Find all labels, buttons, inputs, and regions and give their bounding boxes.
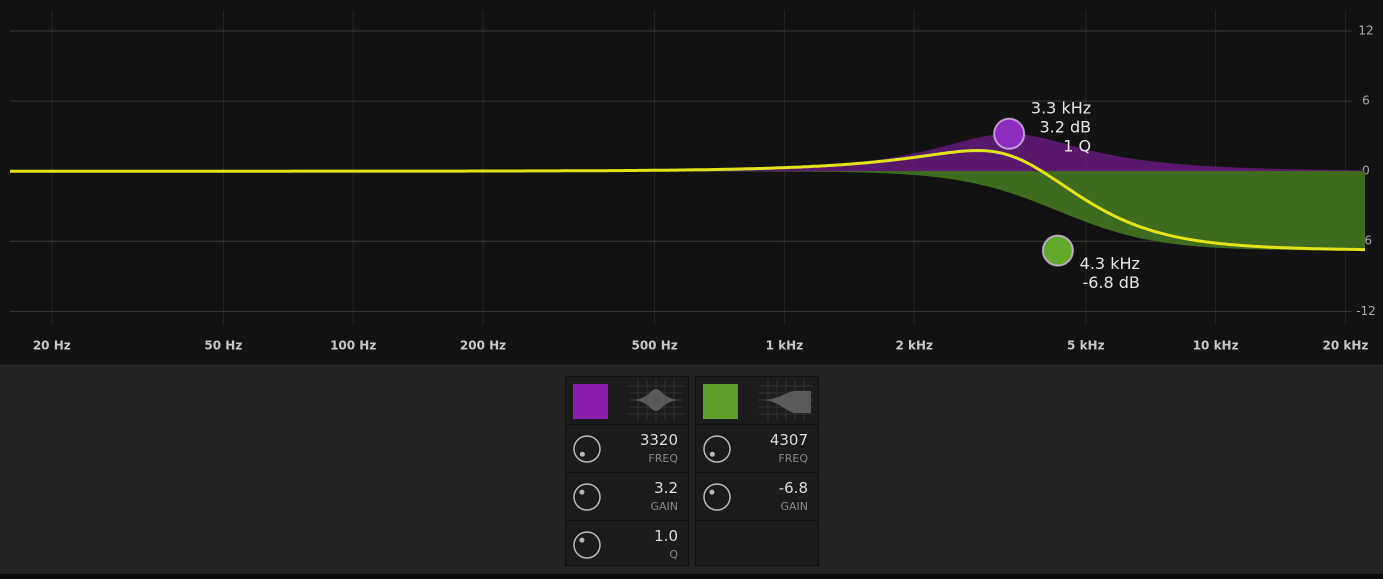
- param-value[interactable]: 3.2: [654, 479, 678, 497]
- knob-ring: [573, 531, 601, 559]
- param-label: Q: [669, 548, 678, 561]
- knob-ring: [573, 435, 601, 463]
- y-tick-label: 12: [1358, 24, 1373, 38]
- knob[interactable]: [700, 480, 734, 514]
- response-curve: [10, 148, 1365, 252]
- knob-ring: [703, 435, 731, 463]
- handle-label: 4.3 kHz: [1080, 254, 1140, 273]
- x-tick-label: 2 kHz: [895, 339, 933, 353]
- param-label: FREQ: [648, 452, 678, 465]
- x-tick-label: 20 Hz: [33, 339, 71, 353]
- icon-shape: [761, 391, 811, 413]
- band-strip: 3320 FREQ 3.2 GAIN 1.0 Q: [565, 376, 689, 566]
- knob-dot: [579, 489, 585, 495]
- param-row: 3.2 GAIN: [566, 472, 688, 520]
- param-label: FREQ: [778, 452, 808, 465]
- filter-type-icon[interactable]: [759, 379, 813, 421]
- param-row: -6.8 GAIN: [696, 472, 818, 520]
- y-tick-label: 6: [1362, 94, 1370, 108]
- knob[interactable]: [570, 528, 604, 562]
- y-tick-label: 0: [1362, 164, 1370, 178]
- icon-shape: [631, 389, 681, 411]
- param-value[interactable]: 3320: [639, 431, 678, 449]
- x-tick-label: 50 Hz: [204, 339, 242, 353]
- band-handle[interactable]: [1041, 234, 1074, 267]
- param-label: GAIN: [780, 500, 808, 513]
- strip-header: [566, 377, 688, 424]
- knob-ring: [703, 483, 731, 511]
- param-row: 1.0 Q: [566, 520, 688, 568]
- knob-ring: [573, 483, 601, 511]
- strip-header: [696, 377, 818, 424]
- band-strip: 4307 FREQ -6.8 GAIN: [695, 376, 819, 566]
- x-tick-label: 500 Hz: [631, 339, 677, 353]
- x-tick-label: 10 kHz: [1193, 339, 1239, 353]
- handle-label: 3.3 kHz: [1031, 98, 1091, 117]
- band-panel: 3320 FREQ 3.2 GAIN 1.0 Q 4307 FREQ -6.8 GAIN: [0, 365, 1383, 575]
- knob[interactable]: [700, 432, 734, 466]
- footer-bar: [0, 574, 1383, 579]
- handle-label: 1 Q: [1063, 136, 1091, 155]
- param-value[interactable]: 1.0: [654, 527, 678, 545]
- band-area: [10, 133, 1365, 172]
- knob-dot: [579, 451, 585, 457]
- knob[interactable]: [570, 432, 604, 466]
- band-area: [10, 171, 1365, 251]
- knob-dot: [709, 451, 715, 457]
- handle-label: 3.2 dB: [1039, 117, 1091, 136]
- y-tick-label: -6: [1360, 234, 1372, 248]
- color-swatch[interactable]: [703, 384, 738, 419]
- x-tick-label: 200 Hz: [460, 339, 506, 353]
- knob-dot: [579, 537, 585, 543]
- x-tick-label: 100 Hz: [330, 339, 376, 353]
- x-tick-label: 5 kHz: [1067, 339, 1105, 353]
- handle-label: -6.8 dB: [1082, 273, 1139, 292]
- param-row: [696, 520, 818, 568]
- knob-dot: [709, 489, 715, 495]
- param-value[interactable]: -6.8: [778, 479, 808, 497]
- x-tick-label: 1 kHz: [766, 339, 804, 353]
- eq-graph[interactable]: 20 Hz 50 Hz 100 Hz 200 Hz 500 Hz 1 kHz 2 kHz 5 …: [0, 0, 1383, 365]
- knob[interactable]: [570, 480, 604, 514]
- param-value[interactable]: 4307: [769, 431, 808, 449]
- param-row: 4307 FREQ: [696, 424, 818, 472]
- filter-type-icon[interactable]: [629, 379, 683, 421]
- color-swatch[interactable]: [573, 384, 608, 419]
- param-label: GAIN: [650, 500, 678, 513]
- y-tick-label: -12: [1356, 304, 1376, 318]
- param-row: 3320 FREQ: [566, 424, 688, 472]
- band-handle[interactable]: [993, 117, 1026, 150]
- x-tick-label: 20 kHz: [1323, 339, 1369, 353]
